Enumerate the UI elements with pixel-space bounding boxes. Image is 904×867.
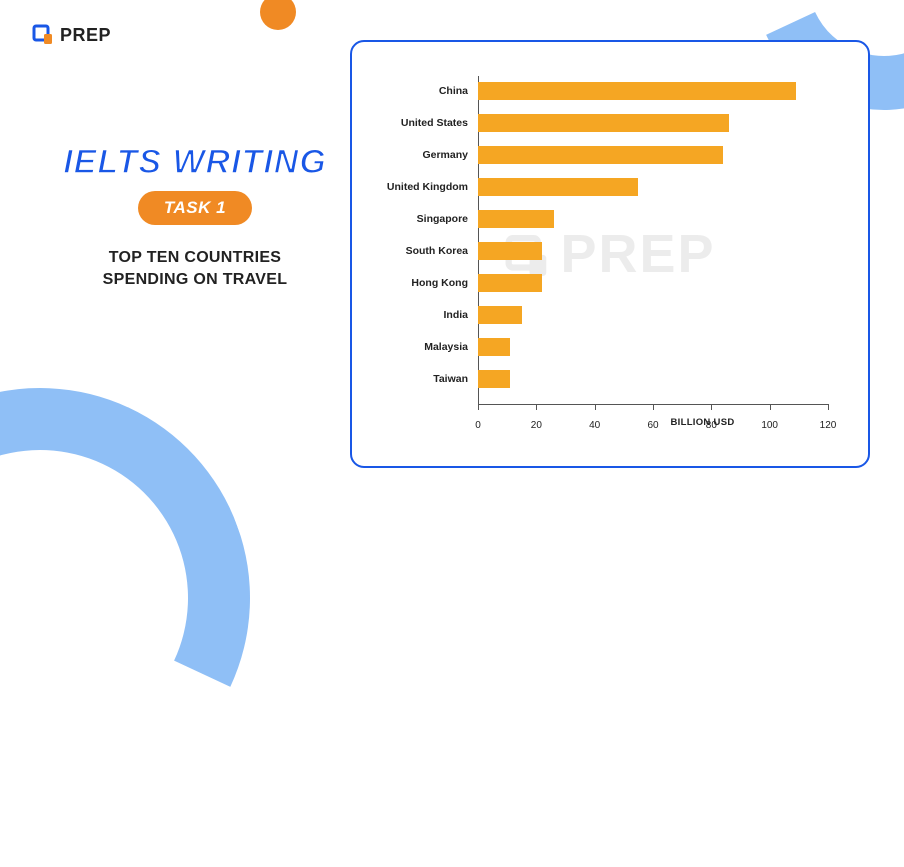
bar (478, 274, 542, 292)
x-axis-title: BILLION USD (671, 417, 735, 428)
x-tick (770, 404, 771, 410)
chart-card: PREP ChinaUnited StatesGermanyUnited Kin… (350, 40, 870, 468)
x-tick (595, 404, 596, 410)
bar-label: Malaysia (424, 341, 478, 353)
x-tick-label: 20 (531, 420, 542, 431)
bar-row: United Kingdom (478, 178, 828, 196)
x-tick (653, 404, 654, 410)
bar (478, 370, 510, 388)
x-tick-label: 0 (475, 420, 481, 431)
logo-text: PREP (60, 25, 111, 46)
bar (478, 338, 510, 356)
chart-plot: China United States Germany United Kingdom S… (478, 76, 828, 404)
bar (478, 306, 522, 324)
brand-logo: PREP (32, 24, 111, 46)
bar-row: China (478, 82, 828, 100)
bar-row: India (478, 306, 828, 324)
bar-row: Taiwan (478, 370, 828, 388)
bar-row: Malaysia (478, 338, 828, 356)
x-tick (478, 404, 479, 410)
main-title: IELTS WRITING (30, 145, 360, 181)
x-tick-label: 40 (589, 420, 600, 431)
bar-label: India (443, 309, 478, 321)
x-tick (711, 404, 712, 410)
bar-label: Hong Kong (411, 277, 478, 289)
bar-label: Singapore (417, 213, 478, 225)
decor-orange-dot (260, 0, 296, 30)
bar-row: Singapore (478, 210, 828, 228)
bar-label: China (439, 85, 478, 97)
x-tick-label: 120 (820, 420, 837, 431)
logo-mark-icon (32, 24, 54, 46)
chart-area: China United States Germany United Kingdom S… (378, 70, 842, 448)
bar-row: Hong Kong (478, 274, 828, 292)
x-tick (536, 404, 537, 410)
bar (478, 114, 729, 132)
subtitle: TOP TEN COUNTRIES SPENDING ON TRAVEL (30, 247, 360, 292)
task-badge: TASK 1 (138, 191, 252, 225)
x-tick (828, 404, 829, 410)
x-tick-label: 60 (647, 420, 658, 431)
decor-blue-arc-bottom-left (0, 329, 309, 867)
bar (478, 242, 542, 260)
bar (478, 146, 723, 164)
left-panel: IELTS WRITING TASK 1 TOP TEN COUNTRIES S… (30, 145, 360, 291)
bar-label: Germany (422, 149, 478, 161)
bar-label: Taiwan (433, 373, 478, 385)
bar-row: United States (478, 114, 828, 132)
subtitle-line1: TOP TEN COUNTRIES (109, 249, 282, 266)
bar-row: Germany (478, 146, 828, 164)
bar (478, 210, 554, 228)
bar (478, 82, 796, 100)
bar-row: South Korea (478, 242, 828, 260)
x-tick-label: 100 (761, 420, 778, 431)
bar (478, 178, 638, 196)
bar-label: South Korea (406, 245, 478, 257)
bar-label: United States (401, 117, 478, 129)
bar-label: United Kingdom (387, 181, 478, 193)
subtitle-line2: SPENDING ON TRAVEL (103, 271, 288, 288)
